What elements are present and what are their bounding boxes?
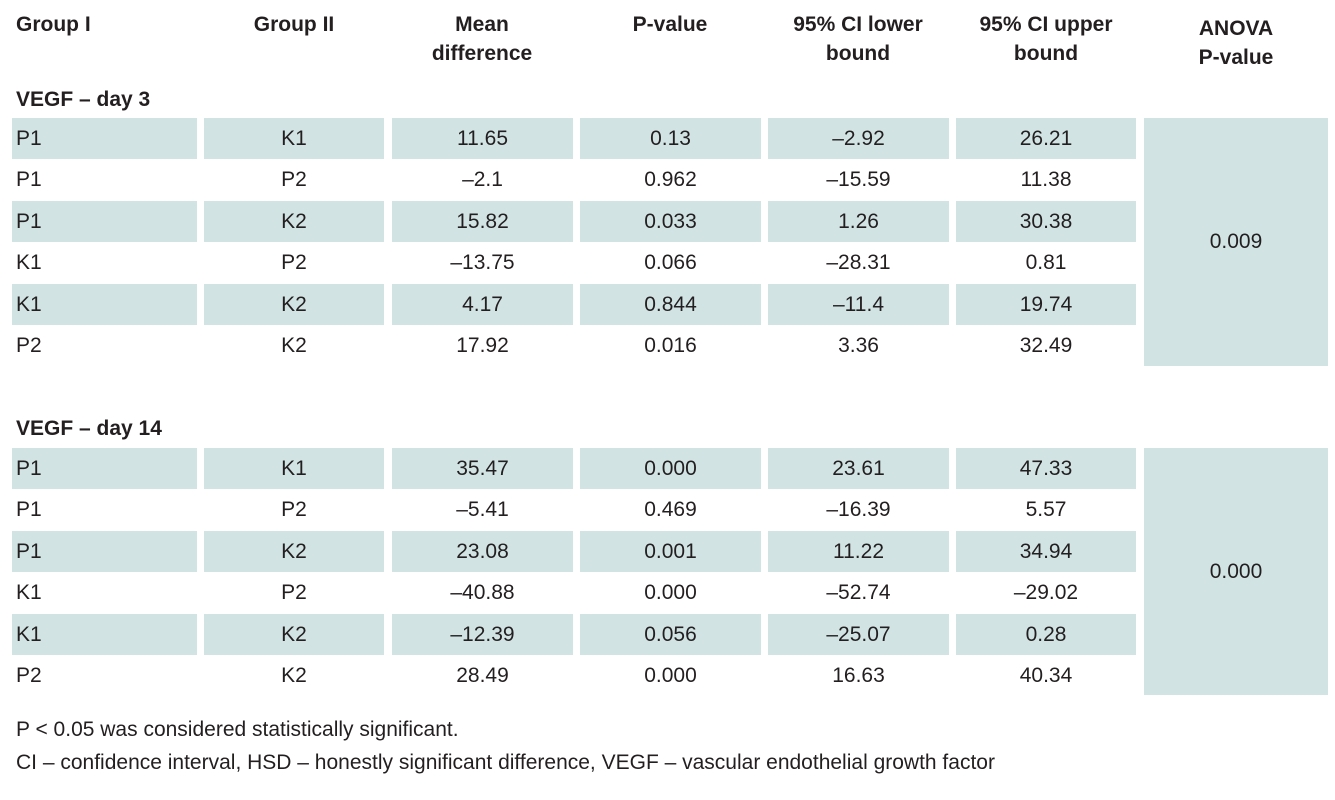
cell-p-value: 0.066 (644, 251, 697, 274)
cell-p-value: 0.469 (644, 498, 697, 521)
cell-group-1: P1 (12, 201, 197, 242)
cell-group-2: P2 (281, 498, 307, 521)
cell-group-1: P1 (12, 448, 197, 489)
cell-group-2: K2 (204, 284, 384, 325)
table-row: P1 P2 –5.41 0.469 –16.39 5.57 (0, 489, 1140, 530)
cell-p-value: 0.016 (644, 334, 697, 357)
table-row: P2 K2 17.92 0.016 3.36 32.49 (0, 325, 1140, 366)
cell-ci-upper: 47.33 (956, 448, 1136, 489)
cell-ci-upper: 26.21 (956, 118, 1136, 159)
cell-group-1: K1 (12, 284, 197, 325)
cell-group-2: K2 (204, 201, 384, 242)
footnote-abbreviations: CI – confidence interval, HSD – honestly… (16, 751, 995, 774)
cell-mean-difference: –12.39 (392, 614, 573, 655)
cell-group-1: K1 (12, 614, 197, 655)
footnote-significance: P < 0.05 was considered statistically si… (16, 718, 459, 741)
header-group-1: Group I (16, 13, 91, 36)
cell-group-2: K1 (204, 118, 384, 159)
anova-p-value-day-3: 0.009 (1144, 118, 1328, 366)
cell-p-value: 0.000 (644, 664, 697, 687)
table-row: P2 K2 28.49 0.000 16.63 40.34 (0, 655, 1140, 696)
cell-p-value: 0.001 (580, 531, 761, 572)
cell-mean-difference: –2.1 (462, 168, 503, 191)
cell-mean-difference: 17.92 (456, 334, 509, 357)
table-row: P1 K2 15.82 0.033 1.26 30.38 (0, 201, 1140, 242)
cell-mean-difference: 28.49 (456, 664, 509, 687)
cell-group-2: P2 (281, 251, 307, 274)
header-anova-p-value: ANOVA P-value (1198, 17, 1274, 69)
cell-ci-upper: 19.74 (956, 284, 1136, 325)
cell-group-1: P2 (16, 334, 42, 357)
cell-group-2: P2 (281, 581, 307, 604)
cell-ci-upper: 11.38 (1020, 168, 1072, 191)
cell-mean-difference: 23.08 (392, 531, 573, 572)
cell-group-2: K2 (204, 531, 384, 572)
header-ci-upper: 95% CI upper bound (979, 13, 1113, 65)
cell-ci-upper: 40.34 (1019, 664, 1073, 687)
cell-mean-difference: 35.47 (392, 448, 573, 489)
cell-ci-lower: 16.63 (832, 664, 885, 687)
cell-ci-upper: –29.02 (1013, 581, 1079, 604)
table-row: P1 P2 –2.1 0.962 –15.59 11.38 (0, 159, 1140, 200)
cell-ci-lower: 11.22 (768, 531, 949, 572)
table-row: K1 P2 –40.88 0.000 –52.74 –29.02 (0, 572, 1140, 613)
cell-ci-lower: 23.61 (768, 448, 949, 489)
cell-group-2: K2 (281, 664, 307, 687)
cell-ci-lower: –25.07 (768, 614, 949, 655)
cell-ci-upper: 32.49 (1019, 334, 1073, 357)
cell-mean-difference: –13.75 (450, 251, 515, 274)
cell-ci-lower: –16.39 (826, 498, 891, 521)
cell-group-1: P1 (12, 531, 197, 572)
cell-group-2: P2 (281, 168, 307, 191)
cell-group-1: P1 (16, 168, 42, 191)
cell-p-value: 0.962 (644, 168, 697, 191)
cell-p-value: 0.000 (644, 581, 697, 604)
header-mean-difference: Mean difference (431, 13, 533, 65)
cell-p-value: 0.000 (580, 448, 761, 489)
cell-p-value: 0.13 (580, 118, 761, 159)
cell-ci-upper: 0.28 (956, 614, 1136, 655)
cell-ci-lower: –2.92 (768, 118, 949, 159)
cell-group-1: K1 (16, 251, 42, 274)
cell-ci-upper: 0.81 (1025, 251, 1067, 274)
cell-ci-lower: –15.59 (826, 168, 891, 191)
anova-p-value-day-14: 0.000 (1144, 448, 1328, 695)
cell-ci-lower: 3.36 (838, 334, 879, 357)
table-row: P1 K1 35.47 0.000 23.61 47.33 (0, 448, 1140, 489)
cell-ci-lower: –28.31 (826, 251, 891, 274)
table-row: K1 P2 –13.75 0.066 –28.31 0.81 (0, 242, 1140, 283)
cell-group-1: P1 (12, 118, 197, 159)
cell-group-2: K1 (204, 448, 384, 489)
table-row: K1 K2 4.17 0.844 –11.4 19.74 (0, 284, 1140, 325)
header-p-value: P-value (632, 13, 708, 36)
cell-p-value: 0.056 (580, 614, 761, 655)
cell-mean-difference: 11.65 (392, 118, 573, 159)
table-row: P1 K2 23.08 0.001 11.22 34.94 (0, 531, 1140, 572)
cell-p-value: 0.844 (580, 284, 761, 325)
table-row: K1 K2 –12.39 0.056 –25.07 0.28 (0, 614, 1140, 655)
cell-ci-lower: –52.74 (826, 581, 891, 604)
cell-group-2: K2 (204, 614, 384, 655)
section-title-day-14: VEGF – day 14 (16, 417, 162, 440)
cell-mean-difference: 15.82 (392, 201, 573, 242)
cell-group-2: K2 (281, 334, 307, 357)
cell-group-1: P2 (16, 664, 42, 687)
header-group-2: Group II (253, 13, 335, 36)
cell-ci-upper: 34.94 (956, 531, 1136, 572)
cell-p-value: 0.033 (580, 201, 761, 242)
cell-mean-difference: –40.88 (450, 581, 515, 604)
section-title-day-3: VEGF – day 3 (16, 88, 151, 111)
cell-ci-upper: 30.38 (956, 201, 1136, 242)
cell-ci-lower: –11.4 (768, 284, 949, 325)
cell-group-1: P1 (16, 498, 42, 521)
cell-mean-difference: –5.41 (456, 498, 509, 521)
header-ci-lower: 95% CI lower bound (793, 13, 923, 65)
cell-ci-upper: 5.57 (1025, 498, 1067, 521)
cell-ci-lower: 1.26 (768, 201, 949, 242)
cell-group-1: K1 (16, 581, 42, 604)
table-row: P1 K1 11.65 0.13 –2.92 26.21 (0, 118, 1140, 159)
cell-mean-difference: 4.17 (392, 284, 573, 325)
